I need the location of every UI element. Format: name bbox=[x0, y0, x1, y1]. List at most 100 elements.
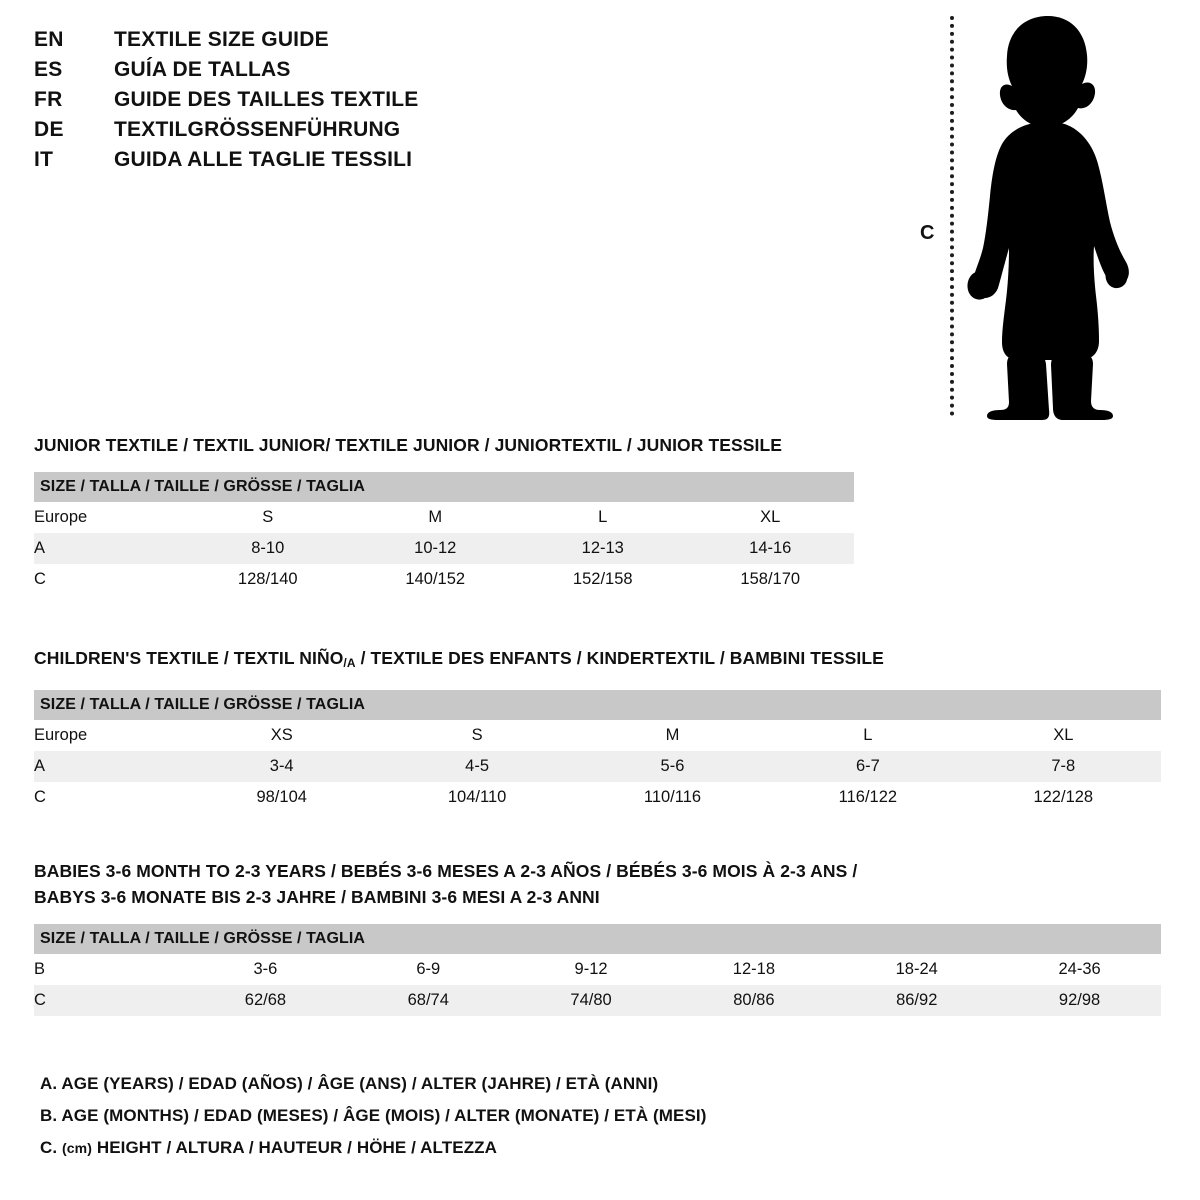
table-cell: 6-7 bbox=[770, 751, 966, 782]
height-marker-label: C bbox=[920, 222, 935, 244]
table-cell: 12-13 bbox=[519, 533, 687, 564]
table-cell: 116/122 bbox=[770, 782, 966, 813]
section-childrens-textile: CHILDREN'S TEXTILE / TEXTIL NIÑO/A / TEX… bbox=[34, 645, 1161, 813]
legend-block: A. AGE (YEARS) / EDAD (AÑOS) / ÂGE (ANS)… bbox=[40, 1068, 707, 1164]
section-title-children-prefix: CHILDREN'S TEXTILE / TEXTIL NIÑO bbox=[34, 648, 344, 668]
table-cell: 152/158 bbox=[519, 564, 687, 595]
table-cell: 5-6 bbox=[574, 751, 771, 782]
section-title-children: CHILDREN'S TEXTILE / TEXTIL NIÑO/A / TEX… bbox=[34, 645, 1161, 676]
section-junior-textile: JUNIOR TEXTILE / TEXTIL JUNIOR/ TEXTILE … bbox=[34, 432, 854, 595]
table-cell: 62/68 bbox=[184, 985, 347, 1016]
legend-line-c-prefix: C. bbox=[40, 1138, 63, 1157]
language-row-en: EN TEXTILE SIZE GUIDE bbox=[34, 28, 594, 58]
row-label: B bbox=[34, 954, 184, 985]
table-cell: 86/92 bbox=[835, 985, 999, 1016]
guide-title-fr: GUIDE DES TAILLES TEXTILE bbox=[114, 88, 419, 111]
legend-line-c: C. (cm) HEIGHT / ALTURA / HAUTEUR / HÖHE… bbox=[40, 1132, 707, 1164]
table-cell: 140/152 bbox=[351, 564, 519, 595]
table-cell: 18-24 bbox=[835, 954, 999, 985]
section-title-babies-line2: BABYS 3-6 MONATE BIS 2-3 JAHRE / BAMBINI… bbox=[34, 887, 600, 907]
size-table-children: SIZE / TALLA / TAILLE / GRÖSSE / TAGLIA … bbox=[34, 690, 1161, 813]
table-cell: 104/110 bbox=[379, 782, 575, 813]
guide-title-it: GUIDA ALLE TAGLIE TESSILI bbox=[114, 148, 413, 171]
table-cell: 122/128 bbox=[965, 782, 1161, 813]
language-row-es: ES GUÍA DE TALLAS bbox=[34, 58, 594, 88]
language-row-de: DE TEXTILGRÖSSENFÜHRUNG bbox=[34, 118, 594, 148]
row-label: A bbox=[34, 751, 184, 782]
table-cell: M bbox=[351, 502, 519, 533]
table-row: Europe S M L XL bbox=[34, 502, 854, 533]
row-label: C bbox=[34, 985, 184, 1016]
height-dashed-line bbox=[950, 16, 954, 416]
table-cell: XL bbox=[965, 720, 1161, 751]
language-code-fr: FR bbox=[34, 88, 63, 111]
language-header-block: EN TEXTILE SIZE GUIDE ES GUÍA DE TALLAS … bbox=[34, 28, 594, 178]
table-row: B 3-6 6-9 9-12 12-18 18-24 24-36 bbox=[34, 954, 1161, 985]
guide-title-de: TEXTILGRÖSSENFÜHRUNG bbox=[114, 118, 401, 141]
table-cell: 8-10 bbox=[184, 533, 352, 564]
language-row-it: IT GUIDA ALLE TAGLIE TESSILI bbox=[34, 148, 594, 178]
table-cell: 4-5 bbox=[379, 751, 575, 782]
size-table-babies: SIZE / TALLA / TAILLE / GRÖSSE / TAGLIA … bbox=[34, 924, 1161, 1016]
table-cell: 68/74 bbox=[346, 985, 510, 1016]
table-cell: 92/98 bbox=[998, 985, 1161, 1016]
legend-line-c-suffix: HEIGHT / ALTURA / HAUTEUR / HÖHE / ALTEZ… bbox=[92, 1138, 498, 1157]
row-label: C bbox=[34, 782, 184, 813]
table-cell: S bbox=[379, 720, 575, 751]
language-code-es: ES bbox=[34, 58, 63, 81]
row-label: Europe bbox=[34, 720, 184, 751]
table-cell: XS bbox=[184, 720, 380, 751]
table-cell: M bbox=[574, 720, 771, 751]
table-cell: 98/104 bbox=[184, 782, 380, 813]
table-band-row: SIZE / TALLA / TAILLE / GRÖSSE / TAGLIA bbox=[34, 472, 854, 502]
table-band-row: SIZE / TALLA / TAILLE / GRÖSSE / TAGLIA bbox=[34, 690, 1161, 720]
table-cell: 3-6 bbox=[184, 954, 347, 985]
table-cell: 6-9 bbox=[346, 954, 510, 985]
table-cell: 24-36 bbox=[998, 954, 1161, 985]
table-cell: 12-18 bbox=[672, 954, 836, 985]
table-cell: 158/170 bbox=[686, 564, 854, 595]
size-band-label-babies: SIZE / TALLA / TAILLE / GRÖSSE / TAGLIA bbox=[34, 924, 1161, 954]
row-label: Europe bbox=[34, 502, 184, 533]
guide-title-es: GUÍA DE TALLAS bbox=[114, 58, 291, 81]
table-cell: L bbox=[519, 502, 687, 533]
row-label: C bbox=[34, 564, 184, 595]
table-band-row: SIZE / TALLA / TAILLE / GRÖSSE / TAGLIA bbox=[34, 924, 1161, 954]
language-row-fr: FR GUIDE DES TAILLES TEXTILE bbox=[34, 88, 594, 118]
language-code-it: IT bbox=[34, 148, 54, 171]
table-row: A 3-4 4-5 5-6 6-7 7-8 bbox=[34, 751, 1161, 782]
table-cell: S bbox=[184, 502, 352, 533]
legend-line-b: B. AGE (MONTHS) / EDAD (MESES) / ÂGE (MO… bbox=[40, 1106, 707, 1125]
table-cell: XL bbox=[686, 502, 854, 533]
table-cell: 10-12 bbox=[351, 533, 519, 564]
language-code-en: EN bbox=[34, 28, 64, 51]
table-cell: 9-12 bbox=[509, 954, 673, 985]
guide-title-en: TEXTILE SIZE GUIDE bbox=[114, 28, 329, 51]
row-label: A bbox=[34, 533, 184, 564]
table-row: Europe XS S M L XL bbox=[34, 720, 1161, 751]
legend-line-a: A. AGE (YEARS) / EDAD (AÑOS) / ÂGE (ANS)… bbox=[40, 1074, 659, 1093]
table-row: C 62/68 68/74 74/80 80/86 86/92 92/98 bbox=[34, 985, 1161, 1016]
table-cell: 110/116 bbox=[574, 782, 771, 813]
section-title-children-subscript: /A bbox=[343, 656, 356, 670]
size-table-junior: SIZE / TALLA / TAILLE / GRÖSSE / TAGLIA … bbox=[34, 472, 854, 595]
table-row: C 98/104 104/110 110/116 116/122 122/128 bbox=[34, 782, 1161, 813]
table-cell: 7-8 bbox=[965, 751, 1161, 782]
table-cell: L bbox=[770, 720, 966, 751]
section-title-babies-line1: BABIES 3-6 MONTH TO 2-3 YEARS / BEBÉS 3-… bbox=[34, 861, 858, 881]
size-band-label-children: SIZE / TALLA / TAILLE / GRÖSSE / TAGLIA bbox=[34, 690, 1161, 720]
table-cell: 14-16 bbox=[686, 533, 854, 564]
size-band-label-junior: SIZE / TALLA / TAILLE / GRÖSSE / TAGLIA bbox=[34, 472, 854, 502]
table-row: C 128/140 140/152 152/158 158/170 bbox=[34, 564, 854, 595]
table-cell: 128/140 bbox=[184, 564, 352, 595]
table-row: A 8-10 10-12 12-13 14-16 bbox=[34, 533, 854, 564]
height-measurement-figure: C bbox=[900, 10, 1130, 420]
language-code-de: DE bbox=[34, 118, 64, 141]
legend-line-c-unit: (cm) bbox=[62, 1140, 92, 1156]
toddler-silhouette-icon bbox=[967, 16, 1129, 420]
table-cell: 74/80 bbox=[509, 985, 673, 1016]
section-title-children-suffix: / TEXTILE DES ENFANTS / KINDERTEXTIL / B… bbox=[355, 648, 884, 668]
table-cell: 80/86 bbox=[672, 985, 836, 1016]
section-babies-textile: BABIES 3-6 MONTH TO 2-3 YEARS / BEBÉS 3-… bbox=[34, 858, 1161, 1016]
section-title-junior: JUNIOR TEXTILE / TEXTIL JUNIOR/ TEXTILE … bbox=[34, 435, 783, 455]
